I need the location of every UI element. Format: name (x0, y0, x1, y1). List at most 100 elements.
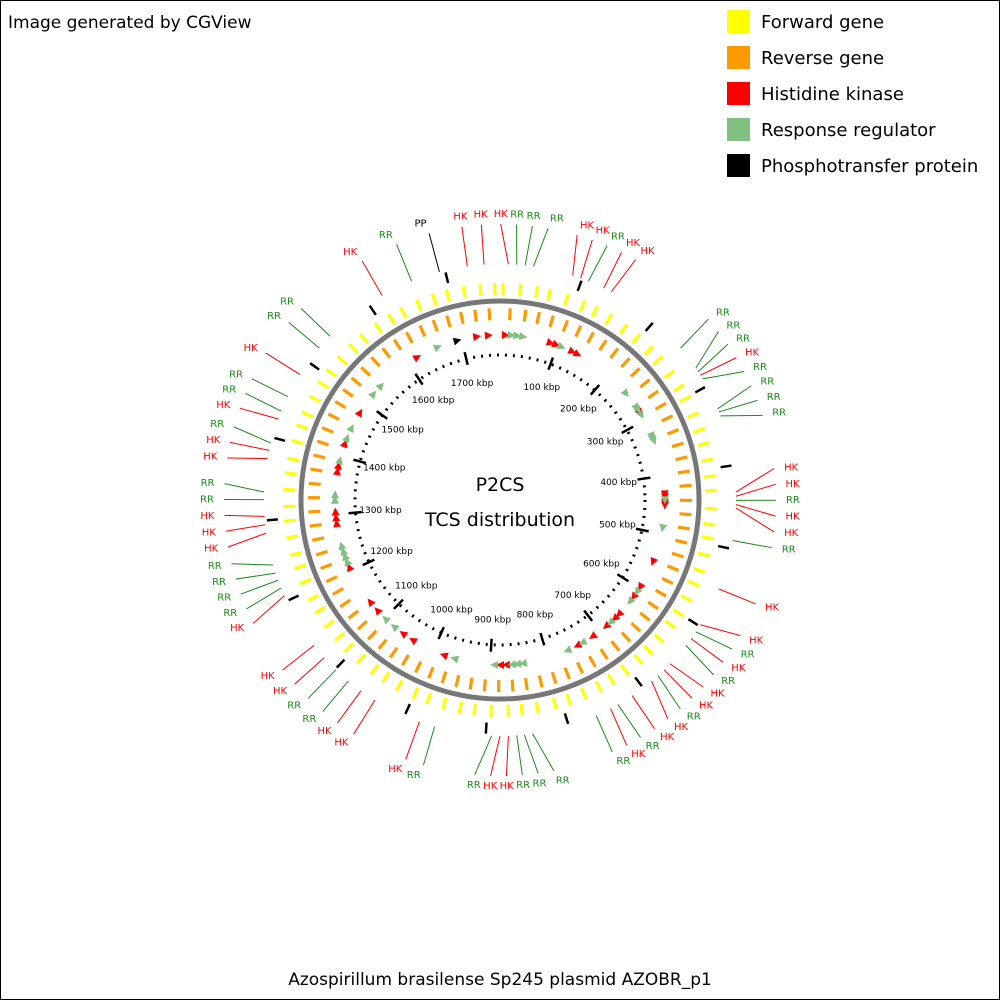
feature-marker (368, 390, 377, 400)
feature-label: HK (388, 764, 403, 775)
leader-line (718, 588, 756, 605)
forward-gene (604, 313, 614, 326)
tick-mark (583, 609, 594, 622)
feature-marker (573, 640, 583, 648)
feature-marker (518, 332, 528, 341)
feature-marker (501, 330, 510, 339)
tick-label: 200 kbp (560, 405, 597, 415)
reverse-gene (639, 611, 651, 622)
feature-label: HK (244, 343, 259, 354)
feature-label: RR (726, 320, 740, 331)
leader-line (474, 735, 493, 776)
reverse-gene (440, 671, 448, 684)
feature-marker (616, 608, 625, 618)
forward-gene (289, 550, 303, 557)
feature-marker (501, 660, 511, 669)
feature-label: RR (533, 778, 547, 789)
reverse-gene (312, 453, 326, 460)
reverse-gene (370, 356, 381, 368)
leader-line (669, 663, 704, 688)
reverse-gene (327, 412, 340, 421)
tick-mark (637, 476, 651, 481)
feature-marker (344, 557, 353, 567)
forward-gene (642, 644, 654, 656)
feature-label: HK (784, 462, 799, 473)
legend-swatch (727, 118, 750, 141)
feature-label: HK (474, 210, 489, 221)
forward-gene (358, 333, 370, 345)
header: Image generated by CGView (8, 13, 252, 33)
minor-ticks (353, 353, 647, 647)
leader-line (735, 468, 775, 493)
tick-mark (463, 351, 469, 366)
leader-line (700, 357, 737, 376)
reverse-gene (388, 646, 399, 659)
leader-line (657, 675, 681, 710)
legend-swatch (727, 82, 750, 105)
forward-gene (580, 687, 588, 700)
tick-mark (353, 458, 367, 465)
tick-label: 800 kbp (517, 610, 554, 620)
feature-label: HK (660, 732, 675, 743)
feature-marker (452, 337, 462, 346)
feature-marker (632, 404, 641, 414)
forward-gene (478, 283, 483, 297)
forward-gene (672, 383, 685, 393)
feature-label: HK (784, 528, 799, 539)
feature-label: HK (317, 726, 332, 737)
feature-label: RR (223, 608, 237, 619)
reverse-gene (535, 311, 541, 325)
backbone (298, 298, 702, 702)
feature-marker (589, 631, 598, 639)
feature-marker (333, 519, 342, 528)
forward-gene (343, 642, 355, 653)
forward-gene (692, 566, 706, 574)
forward-gene (590, 305, 599, 318)
forward-gene (325, 368, 338, 378)
reverse-gene (679, 483, 692, 488)
feature-label: RR (280, 297, 294, 308)
feature-label: HK (631, 749, 646, 760)
feature-label: RR (467, 780, 481, 791)
reverse-gene (609, 347, 620, 359)
feature-marker (620, 388, 629, 397)
forward-gene (381, 671, 391, 684)
feature-marker (354, 408, 363, 418)
tick-label: 900 kbp (474, 615, 511, 625)
reverse-gene (342, 388, 354, 398)
outer-tick-mark (563, 712, 570, 725)
forward-gene (687, 579, 700, 588)
forward-gene (441, 697, 448, 710)
feature-marker (450, 655, 460, 664)
feature-label: RR (721, 676, 735, 687)
forward-gene (290, 438, 304, 446)
leader-line (252, 595, 285, 624)
tick-mark (437, 626, 445, 640)
feature-marker (374, 607, 383, 616)
outer-tick-mark (309, 362, 320, 371)
forward-gene (692, 426, 706, 434)
feature-label: RR (741, 650, 755, 661)
reverse-gene (418, 324, 427, 338)
leader-line (617, 704, 641, 738)
forward-gene (286, 534, 299, 540)
forward-gene (534, 701, 540, 714)
reverse-gene (586, 331, 595, 344)
leader-line (735, 483, 776, 497)
feature-marker (563, 645, 573, 653)
feature-label: RR (379, 230, 393, 241)
leader-line (595, 715, 613, 753)
forward-gene (686, 411, 700, 419)
leader-line (533, 228, 549, 267)
feature-label: RR (302, 714, 316, 725)
forward-gene (618, 323, 629, 335)
leader-line (695, 631, 733, 650)
forward-gene (606, 673, 616, 686)
leader-line (294, 657, 325, 685)
forward-gene (411, 687, 420, 700)
feature-marker (572, 349, 582, 357)
forward-gene (293, 563, 307, 571)
outer-tick-mark (288, 594, 300, 602)
forward-gene (533, 286, 540, 299)
reverse-gene (598, 339, 608, 352)
